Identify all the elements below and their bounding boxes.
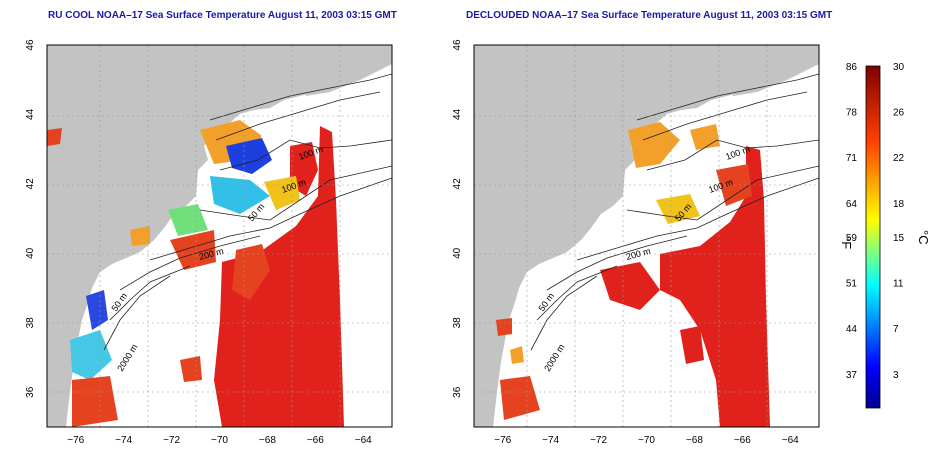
x-tick-label: −76 bbox=[494, 435, 511, 446]
x-tick-label: −64 bbox=[782, 435, 799, 446]
fahrenheit-tick-label: 78 bbox=[846, 108, 858, 119]
x-tick-label: −68 bbox=[686, 435, 703, 446]
x-tick-label: −74 bbox=[542, 435, 559, 446]
celsius-tick-label: 7 bbox=[893, 324, 899, 335]
x-tick-label: −66 bbox=[307, 435, 324, 446]
y-tick-label: 44 bbox=[25, 108, 36, 120]
y-tick-label: 38 bbox=[25, 317, 36, 329]
fahrenheit-tick-label: 51 bbox=[846, 279, 858, 290]
celsius-tick-label: 15 bbox=[893, 233, 905, 244]
x-tick-label: −70 bbox=[638, 435, 655, 446]
right-map-frame bbox=[473, 44, 820, 428]
left-land-mass bbox=[47, 45, 392, 427]
colorbar-ticks: 30 86 26 78 22 71 18 64 15 59 11 51 7 44 3 37 bbox=[846, 62, 905, 381]
left-map-title: RU COOL NOAA–17 Sea Surface Temperature … bbox=[48, 10, 397, 21]
celsius-tick-label: 22 bbox=[893, 153, 905, 164]
x-tick-label: −72 bbox=[590, 435, 607, 446]
right-map-title: DECLOUDED NOAA–17 Sea Surface Temperatur… bbox=[466, 10, 833, 21]
x-tick-label: −68 bbox=[259, 435, 276, 446]
y-tick-label: 36 bbox=[25, 386, 36, 398]
x-tick-label: −70 bbox=[211, 435, 228, 446]
colorbar: 30 86 26 78 22 71 18 64 15 59 11 51 7 44 3 37 °F °C bbox=[839, 62, 931, 409]
x-tick-label: −64 bbox=[355, 435, 372, 446]
x-tick-label: −72 bbox=[163, 435, 180, 446]
left-warm-sst-region bbox=[214, 126, 344, 427]
fahrenheit-tick-label: 37 bbox=[846, 370, 858, 381]
y-tick-label: 42 bbox=[452, 178, 463, 190]
left-map-frame bbox=[46, 44, 393, 428]
y-tick-label: 46 bbox=[452, 39, 463, 51]
right-land-mass bbox=[474, 45, 819, 427]
y-tick-label: 40 bbox=[452, 247, 463, 259]
axis-tick-labels: −76 −74 −72 −70 −68 −66 −64 46 44 42 40 38 36 −76 −74 −… bbox=[25, 39, 799, 446]
y-tick-label: 46 bbox=[25, 39, 36, 51]
colorbar-gradient bbox=[865, 65, 881, 409]
celsius-tick-label: 11 bbox=[893, 279, 904, 290]
right-warm-sst-region bbox=[660, 146, 770, 427]
fahrenheit-tick-label: 71 bbox=[846, 153, 858, 164]
right-map: 100 m 100 m 50 m 200 m 50 m 2000 m bbox=[473, 44, 820, 428]
y-tick-label: 38 bbox=[452, 317, 463, 329]
y-tick-label: 44 bbox=[452, 108, 463, 120]
x-tick-label: −76 bbox=[67, 435, 84, 446]
y-tick-label: 40 bbox=[25, 247, 36, 259]
fahrenheit-unit-label: °F bbox=[839, 236, 854, 249]
fahrenheit-tick-label: 64 bbox=[846, 199, 858, 210]
x-tick-label: −66 bbox=[734, 435, 751, 446]
celsius-tick-label: 3 bbox=[893, 370, 899, 381]
fahrenheit-tick-label: 86 bbox=[846, 62, 858, 73]
celsius-unit-label: °C bbox=[916, 230, 931, 245]
celsius-tick-label: 26 bbox=[893, 108, 905, 119]
y-tick-label: 42 bbox=[25, 178, 36, 190]
fahrenheit-tick-label: 59 bbox=[846, 233, 858, 244]
celsius-tick-label: 30 bbox=[893, 62, 905, 73]
y-tick-label: 36 bbox=[452, 386, 463, 398]
celsius-tick-label: 18 bbox=[893, 199, 905, 210]
fahrenheit-tick-label: 44 bbox=[846, 324, 858, 335]
x-tick-label: −74 bbox=[115, 435, 132, 446]
left-map: 100 m 100 m 50 m 200 m 50 m 2000 m bbox=[46, 44, 393, 428]
